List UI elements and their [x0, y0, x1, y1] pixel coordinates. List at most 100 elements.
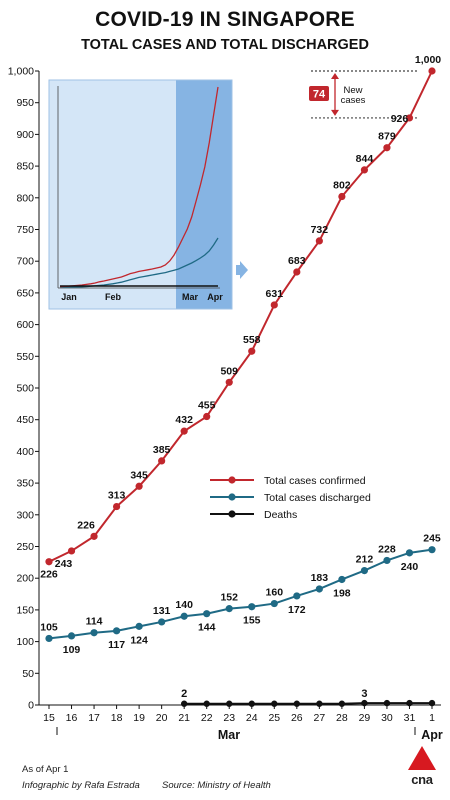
- data-label: 802: [333, 180, 351, 192]
- y-tick-label: 750: [16, 224, 34, 236]
- inset-x-label-jan: Jan: [61, 292, 77, 302]
- series-point: [67, 632, 76, 640]
- data-label: 172: [288, 604, 306, 616]
- inset-x-label-feb: Feb: [105, 292, 122, 302]
- series-point: [158, 618, 166, 626]
- series-point: [383, 556, 391, 565]
- legend-label: Total cases discharged: [264, 492, 371, 504]
- series-point: [428, 546, 436, 554]
- series-point: [293, 268, 301, 276]
- y-tick-label: 1,000: [8, 66, 34, 78]
- series-point: [405, 549, 414, 557]
- y-tick-label: 500: [16, 383, 34, 395]
- y-tick-label: 600: [16, 319, 34, 331]
- legend-marker: [228, 510, 236, 518]
- y-tick-label: 350: [16, 478, 34, 490]
- series-point: [248, 603, 256, 611]
- callout-arrow-down-icon: [331, 109, 339, 116]
- x-tick-label: 20: [156, 712, 168, 724]
- deaths-annotation: 2: [181, 688, 187, 700]
- y-tick-label: 150: [16, 604, 34, 616]
- data-label: 926: [391, 113, 409, 125]
- cna-logo-mark-icon: [408, 746, 436, 770]
- y-tick-label: 800: [16, 192, 34, 204]
- data-label: 432: [175, 414, 193, 426]
- y-tick-label: 400: [16, 446, 34, 458]
- data-label: 844: [356, 153, 374, 165]
- series-point: [45, 634, 53, 643]
- callout-arrow-up-icon: [331, 73, 339, 79]
- series-point: [270, 599, 278, 608]
- series-line-0: [48, 70, 433, 563]
- x-tick-label: 15: [43, 712, 55, 724]
- series-point: [338, 575, 346, 584]
- series-point: [315, 237, 323, 245]
- series-point: [293, 592, 301, 600]
- series-point: [90, 629, 98, 637]
- y-tick-label: 200: [16, 573, 34, 585]
- data-label: 732: [311, 224, 329, 236]
- series-point: [338, 700, 346, 707]
- series-point: [293, 700, 301, 707]
- series-line-1: [48, 548, 433, 640]
- source-note: Source: Ministry of Health: [162, 780, 271, 791]
- new-cases-text: New: [343, 85, 362, 96]
- series-point: [158, 457, 166, 465]
- x-tick-label: 23: [223, 712, 235, 724]
- y-tick-label: 550: [16, 351, 34, 363]
- data-label: 683: [288, 255, 306, 267]
- series-point: [203, 700, 210, 707]
- series-point: [203, 610, 211, 618]
- data-label: 879: [378, 131, 396, 143]
- data-label: 152: [220, 592, 238, 604]
- line-chart: Jan Feb Mar Apr 0 50 100 150 200 250 300 350 400 450 5…: [8, 54, 443, 742]
- data-label: 105: [40, 621, 58, 633]
- series-point: [135, 482, 143, 490]
- x-tick-label: 25: [268, 712, 280, 724]
- data-label: 385: [153, 444, 171, 456]
- x-tick-label: 26: [291, 712, 303, 724]
- series-point: [428, 67, 436, 75]
- series-point: [67, 547, 76, 555]
- cna-logo-word: cna: [411, 772, 433, 787]
- series-point: [225, 378, 233, 386]
- x-group-label-apr: Apr: [421, 728, 443, 742]
- series-point: [315, 585, 323, 593]
- x-tick-label: 31: [404, 712, 416, 724]
- x-group-label-mar: Mar: [218, 728, 240, 742]
- chart-title: COVID-19 IN SINGAPORE: [95, 8, 355, 31]
- data-label: 240: [401, 561, 419, 573]
- data-label: 631: [266, 288, 284, 300]
- series-point: [361, 699, 368, 707]
- x-tick-label: 24: [246, 712, 258, 724]
- data-label: 131: [153, 605, 171, 617]
- x-tick-label: 19: [133, 712, 145, 724]
- chart-subtitle: TOTAL CASES AND TOTAL DISCHARGED: [81, 37, 369, 53]
- data-label: 313: [108, 490, 126, 502]
- series-point: [360, 566, 369, 575]
- series-point: [360, 166, 369, 174]
- series-point: [248, 700, 255, 707]
- x-tick-label: 21: [178, 712, 190, 724]
- as-of-note: As of Apr 1: [22, 764, 69, 775]
- data-label: 212: [356, 554, 374, 566]
- new-cases-badge: [309, 86, 329, 101]
- x-tick-label: 30: [381, 712, 393, 724]
- series-point: [226, 700, 233, 707]
- x-tick-label: 16: [66, 712, 78, 724]
- legend-label: Total cases confirmed: [264, 475, 366, 487]
- series-point: [406, 699, 413, 707]
- data-label: 140: [175, 599, 193, 611]
- data-label: 155: [243, 615, 261, 627]
- series-point: [135, 622, 143, 630]
- series-point: [180, 612, 188, 620]
- y-tick-label: 450: [16, 414, 34, 426]
- data-label: 124: [130, 634, 148, 646]
- y-tick-label: 100: [16, 636, 34, 648]
- series-line-2: [184, 702, 432, 705]
- data-label: 144: [198, 622, 216, 634]
- new-cases-value: 74: [313, 89, 326, 101]
- data-label: 243: [55, 558, 73, 570]
- legend-label: Deaths: [264, 509, 297, 521]
- series-point: [180, 427, 188, 435]
